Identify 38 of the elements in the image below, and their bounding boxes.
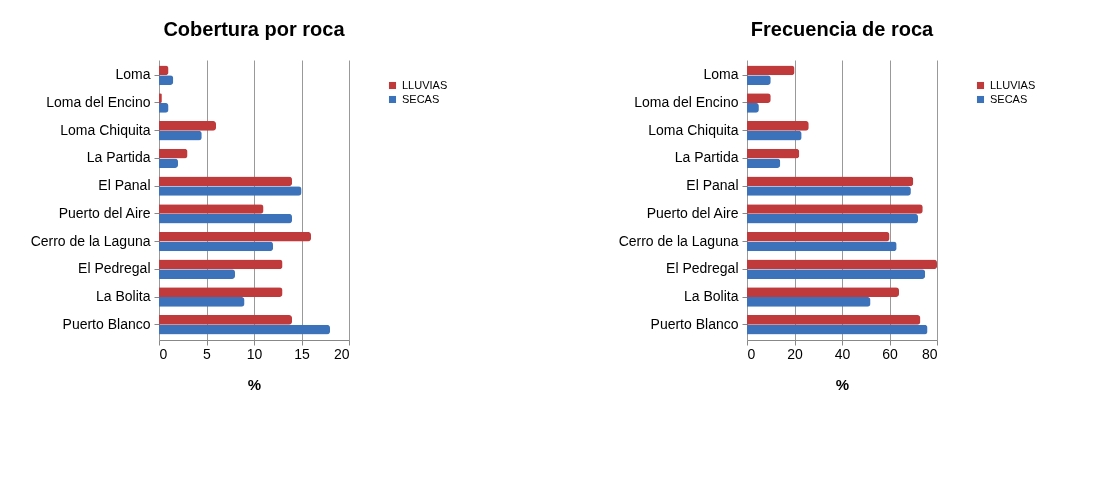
x-tick-label: 15 [294,345,310,362]
x-tick-label: 60 [882,345,898,362]
chart-title: Frecuencia de roca [750,18,935,40]
y-tick-label: El Pedregal [666,260,739,277]
y-tick-label: Puerto Blanco [62,315,151,332]
legend-label: SECAS [402,92,440,105]
legend-label: LLUVIAS [990,78,1036,91]
y-tick-label: Puerto del Aire [646,204,739,221]
x-tick-label: 80 [921,345,938,362]
x-tick-label: 0 [159,345,168,362]
x-tick-label: 20 [787,345,803,362]
x-tick-label: 40 [834,345,851,362]
chart-title: Cobertura por roca [163,18,346,40]
x-axis-title: % [247,375,262,393]
x-tick-label: 5 [203,345,212,362]
y-tick-label: Loma [703,66,739,83]
y-tick-label: Loma Chiquita [648,121,739,138]
y-tick-label: Loma Chiquita [60,121,151,138]
y-tick-label: La Bolita [96,288,151,305]
y-tick-label: La Partida [86,149,151,166]
y-tick-label: Cerro de la Laguna [618,232,739,249]
y-tick-label: Loma [115,66,151,83]
y-tick-label: Puerto del Aire [58,204,151,221]
y-tick-label: La Partida [674,149,739,166]
y-tick-label: El Pedregal [78,260,151,277]
y-tick-label: Loma del Encino [46,93,151,110]
legend-label: SECAS [990,92,1028,105]
x-tick-label: 10 [246,345,263,362]
y-tick-label: El Panal [686,177,739,194]
y-tick-label: Loma del Encino [634,93,739,110]
y-tick-label: La Bolita [684,288,739,305]
y-tick-label: Cerro de la Laguna [30,232,151,249]
x-tick-label: 0 [747,345,756,362]
y-tick-label: Puerto Blanco [650,315,739,332]
y-tick-label: El Panal [98,177,151,194]
legend-label: LLUVIAS [402,78,448,91]
x-axis-title: % [835,375,850,393]
x-tick-label: 20 [333,345,350,362]
